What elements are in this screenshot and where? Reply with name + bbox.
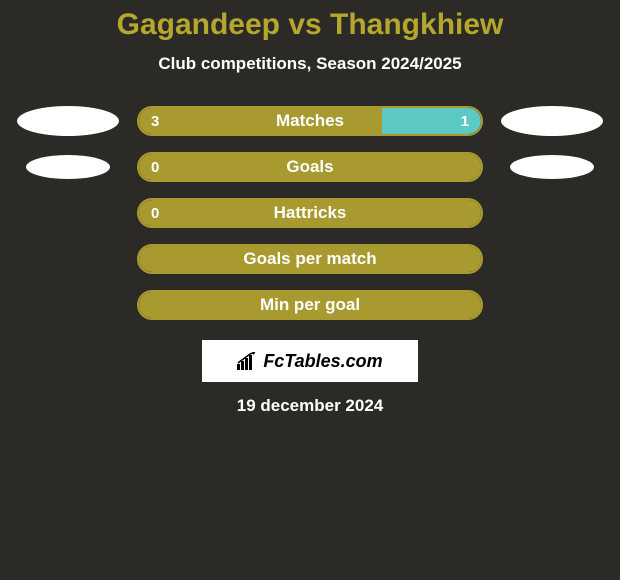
left-player-ellipse: [17, 106, 119, 136]
right-value: 1: [461, 108, 469, 134]
chart-icon: [237, 352, 259, 370]
bar-left-fill: [139, 292, 481, 318]
comparison-infographic: Gagandeep vs Thangkhiew Club competition…: [0, 0, 620, 416]
left-player-ellipse: [26, 155, 110, 179]
stat-bar: Goals per match: [137, 244, 483, 274]
stat-bar: Min per goal: [137, 290, 483, 320]
stat-row-goals: 0 Goals: [0, 150, 620, 184]
fctables-logo: FcTables.com: [237, 351, 382, 372]
bar-left-fill: [139, 108, 382, 134]
logo-label: FcTables.com: [263, 351, 382, 372]
stat-bar: 0 Hattricks: [137, 198, 483, 228]
subtitle: Club competitions, Season 2024/2025: [0, 54, 620, 74]
bar-left-fill: [139, 246, 481, 272]
bar-left-fill: [139, 200, 481, 226]
stat-bar: 3 Matches 1: [137, 106, 483, 136]
right-player-ellipse: [510, 155, 594, 179]
logo-box: FcTables.com: [202, 340, 418, 382]
left-value: 0: [151, 154, 159, 180]
bar-left-fill: [139, 154, 481, 180]
stat-row-matches: 3 Matches 1: [0, 104, 620, 138]
page-title: Gagandeep vs Thangkhiew: [0, 8, 620, 42]
stat-row-mpg: Min per goal: [0, 288, 620, 322]
left-value: 0: [151, 200, 159, 226]
date-label: 19 december 2024: [0, 396, 620, 416]
left-value: 3: [151, 108, 159, 134]
stat-row-hattricks: 0 Hattricks: [0, 196, 620, 230]
stat-bar: 0 Goals: [137, 152, 483, 182]
right-player-ellipse: [501, 106, 603, 136]
stat-row-gpm: Goals per match: [0, 242, 620, 276]
